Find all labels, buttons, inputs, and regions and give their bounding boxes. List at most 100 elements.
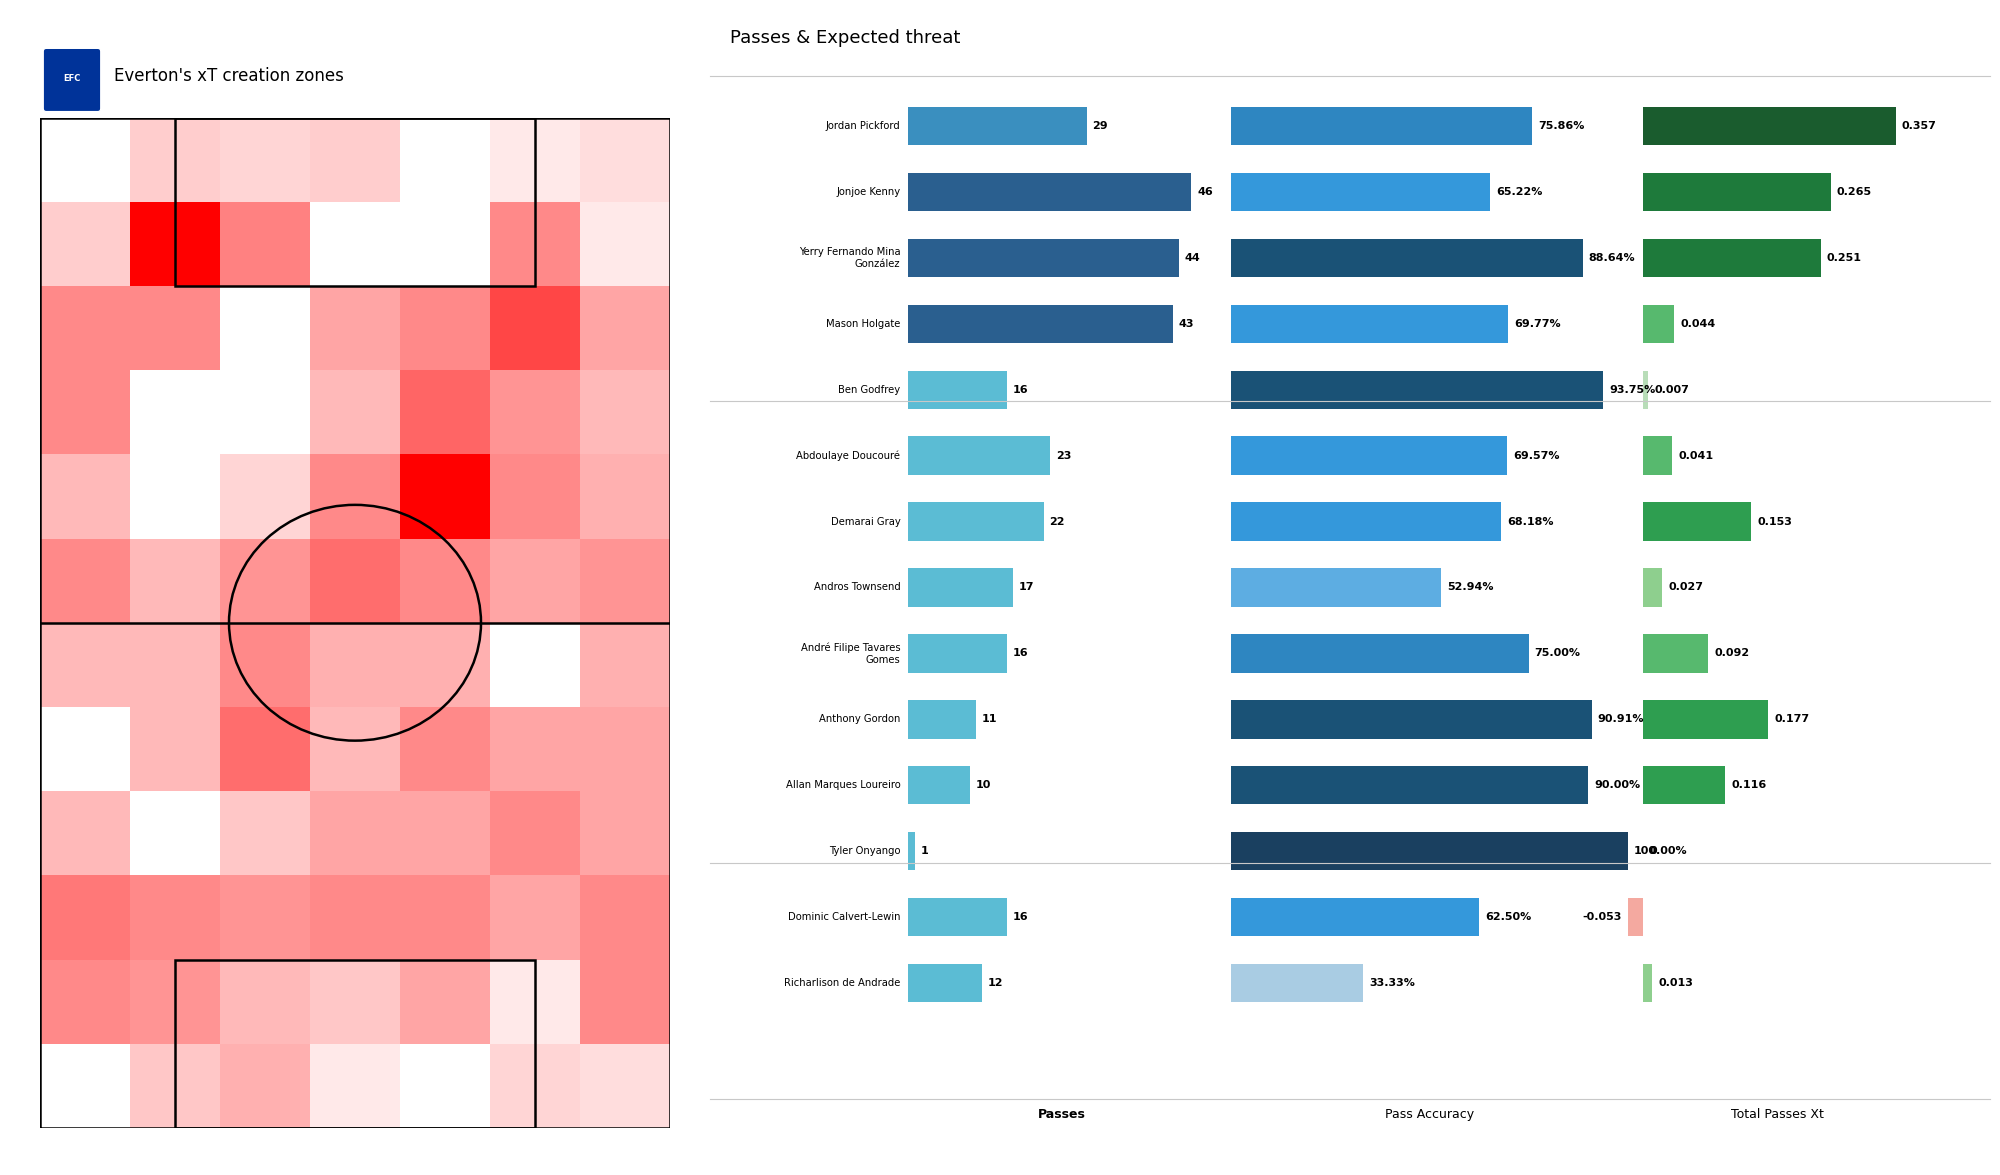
Bar <box>220 286 310 370</box>
Bar <box>40 623 130 707</box>
Bar <box>490 370 580 455</box>
Bar <box>130 455 220 538</box>
Bar <box>40 707 130 791</box>
Bar <box>310 202 400 286</box>
Bar <box>130 791 220 875</box>
Bar <box>400 118 490 202</box>
Bar <box>490 623 580 707</box>
Text: 75.00%: 75.00% <box>1534 649 1580 658</box>
Bar <box>400 1043 490 1128</box>
Text: 16: 16 <box>1012 912 1028 922</box>
Bar <box>40 370 130 455</box>
Text: Anthony Gordon: Anthony Gordon <box>820 714 900 725</box>
Bar <box>490 960 580 1043</box>
Bar <box>220 118 310 202</box>
Bar <box>220 960 310 1043</box>
Bar <box>130 370 220 455</box>
Text: 11: 11 <box>982 714 998 725</box>
Bar <box>220 791 310 875</box>
Text: 75.86%: 75.86% <box>1538 121 1584 130</box>
Text: Ben Godfrey: Ben Godfrey <box>838 384 900 395</box>
Bar <box>40 286 130 370</box>
Bar <box>400 455 490 538</box>
Text: Everton's xT creation zones: Everton's xT creation zones <box>114 67 344 86</box>
Bar <box>310 1043 400 1128</box>
Text: 0.265: 0.265 <box>1836 187 1872 196</box>
Text: 44: 44 <box>1184 253 1200 263</box>
Bar <box>580 455 670 538</box>
Bar <box>400 623 490 707</box>
Bar <box>400 370 490 455</box>
Text: 88.64%: 88.64% <box>1588 253 1636 263</box>
Text: 29: 29 <box>1092 121 1108 130</box>
Bar <box>490 455 580 538</box>
Bar <box>220 1043 310 1128</box>
Bar <box>40 960 130 1043</box>
Bar <box>400 791 490 875</box>
Text: 69.57%: 69.57% <box>1514 450 1560 461</box>
Text: 1: 1 <box>920 846 928 857</box>
Text: 16: 16 <box>1012 384 1028 395</box>
Bar <box>130 707 220 791</box>
Bar <box>130 202 220 286</box>
Text: EFC: EFC <box>64 74 80 82</box>
Text: 93.75%: 93.75% <box>1608 384 1656 395</box>
Bar <box>220 538 310 623</box>
Text: Jonjoe Kenny: Jonjoe Kenny <box>836 187 900 196</box>
Bar <box>310 707 400 791</box>
Text: 16: 16 <box>1012 649 1028 658</box>
Bar <box>490 286 580 370</box>
Text: 0.116: 0.116 <box>1732 780 1766 791</box>
Bar <box>130 286 220 370</box>
Text: 0.092: 0.092 <box>1714 649 1750 658</box>
Text: Total Passes Xt: Total Passes Xt <box>1732 1108 1824 1121</box>
FancyBboxPatch shape <box>44 48 100 112</box>
Bar <box>310 960 400 1043</box>
Bar <box>220 875 310 960</box>
Bar <box>580 623 670 707</box>
Text: Passes & Expected threat: Passes & Expected threat <box>730 29 960 47</box>
Bar <box>40 118 130 202</box>
Text: Abdoulaye Doucouré: Abdoulaye Doucouré <box>796 450 900 461</box>
Text: 0.251: 0.251 <box>1826 253 1862 263</box>
Bar <box>580 960 670 1043</box>
Bar <box>40 791 130 875</box>
Text: Demarai Gray: Demarai Gray <box>830 517 900 526</box>
Text: -0.053: -0.053 <box>1582 912 1622 922</box>
Bar <box>40 538 130 623</box>
Bar <box>310 791 400 875</box>
Bar <box>580 875 670 960</box>
Text: 68.18%: 68.18% <box>1508 517 1554 526</box>
Text: 65.22%: 65.22% <box>1496 187 1542 196</box>
Bar <box>580 370 670 455</box>
Bar <box>130 875 220 960</box>
Bar <box>40 202 130 286</box>
Text: 62.50%: 62.50% <box>1484 912 1532 922</box>
Text: Dominic Calvert-Lewin: Dominic Calvert-Lewin <box>788 912 900 922</box>
Bar <box>580 791 670 875</box>
Bar <box>310 286 400 370</box>
Text: 0.007: 0.007 <box>1654 384 1688 395</box>
Bar <box>490 707 580 791</box>
Text: 0.357: 0.357 <box>1902 121 1936 130</box>
Bar <box>130 118 220 202</box>
Text: 0: 0 <box>1650 846 1656 857</box>
Text: Mason Holgate: Mason Holgate <box>826 318 900 329</box>
Text: Jordan Pickford: Jordan Pickford <box>826 121 900 130</box>
Text: 0.153: 0.153 <box>1758 517 1792 526</box>
Text: 22: 22 <box>1050 517 1066 526</box>
Text: Richarlison de Andrade: Richarlison de Andrade <box>784 979 900 988</box>
Bar <box>490 875 580 960</box>
Text: Yerry Fernando Mina
González: Yerry Fernando Mina González <box>798 247 900 269</box>
Bar <box>400 875 490 960</box>
Text: Allan Marques Loureiro: Allan Marques Loureiro <box>786 780 900 791</box>
Text: 90.00%: 90.00% <box>1594 780 1640 791</box>
Bar <box>310 118 400 202</box>
Text: 69.77%: 69.77% <box>1514 318 1560 329</box>
Bar <box>130 1043 220 1128</box>
Bar <box>400 202 490 286</box>
Text: Passes: Passes <box>1038 1108 1086 1121</box>
Bar <box>310 455 400 538</box>
Text: 0.027: 0.027 <box>1668 583 1704 592</box>
Bar <box>490 202 580 286</box>
